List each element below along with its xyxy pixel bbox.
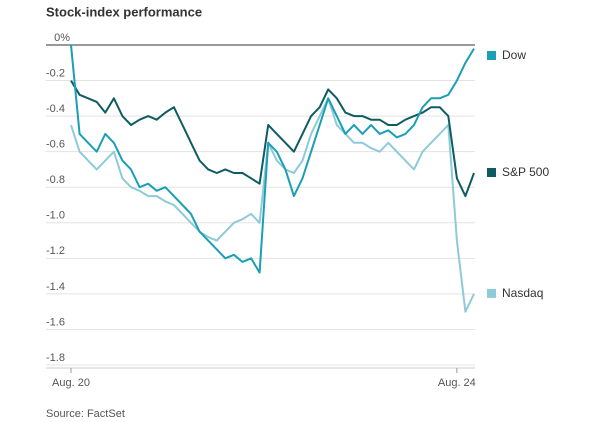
y-tick-label: -0.2 <box>46 67 65 79</box>
source-note: Source: FactSet <box>46 408 125 420</box>
y-tick-label: -0.8 <box>46 174 65 186</box>
x-tick-label: Aug. 20 <box>52 377 90 389</box>
legend-label: Nasdaq <box>502 286 543 300</box>
legend-label: Dow <box>502 48 526 62</box>
x-tick-label: Aug. 24 <box>438 377 476 389</box>
legend-label: S&P 500 <box>502 165 549 179</box>
y-tick-label: -0.4 <box>46 103 65 115</box>
y-tick-label: -1.4 <box>46 281 65 293</box>
legend-swatch <box>487 51 496 60</box>
series-line <box>70 44 475 274</box>
chart-title: Stock-index performance <box>46 4 202 19</box>
y-tick-label: 0% <box>54 32 70 44</box>
y-tick-label: -1.6 <box>46 316 65 328</box>
legend-swatch <box>487 168 496 177</box>
series-line <box>70 97 475 313</box>
y-tick-label: -0.6 <box>46 139 65 151</box>
series-line <box>70 80 475 198</box>
y-tick-label: -1.0 <box>46 210 65 222</box>
y-tick-label: -1.2 <box>46 245 65 257</box>
legend-swatch <box>487 288 496 298</box>
y-tick-label: -1.8 <box>46 352 65 364</box>
